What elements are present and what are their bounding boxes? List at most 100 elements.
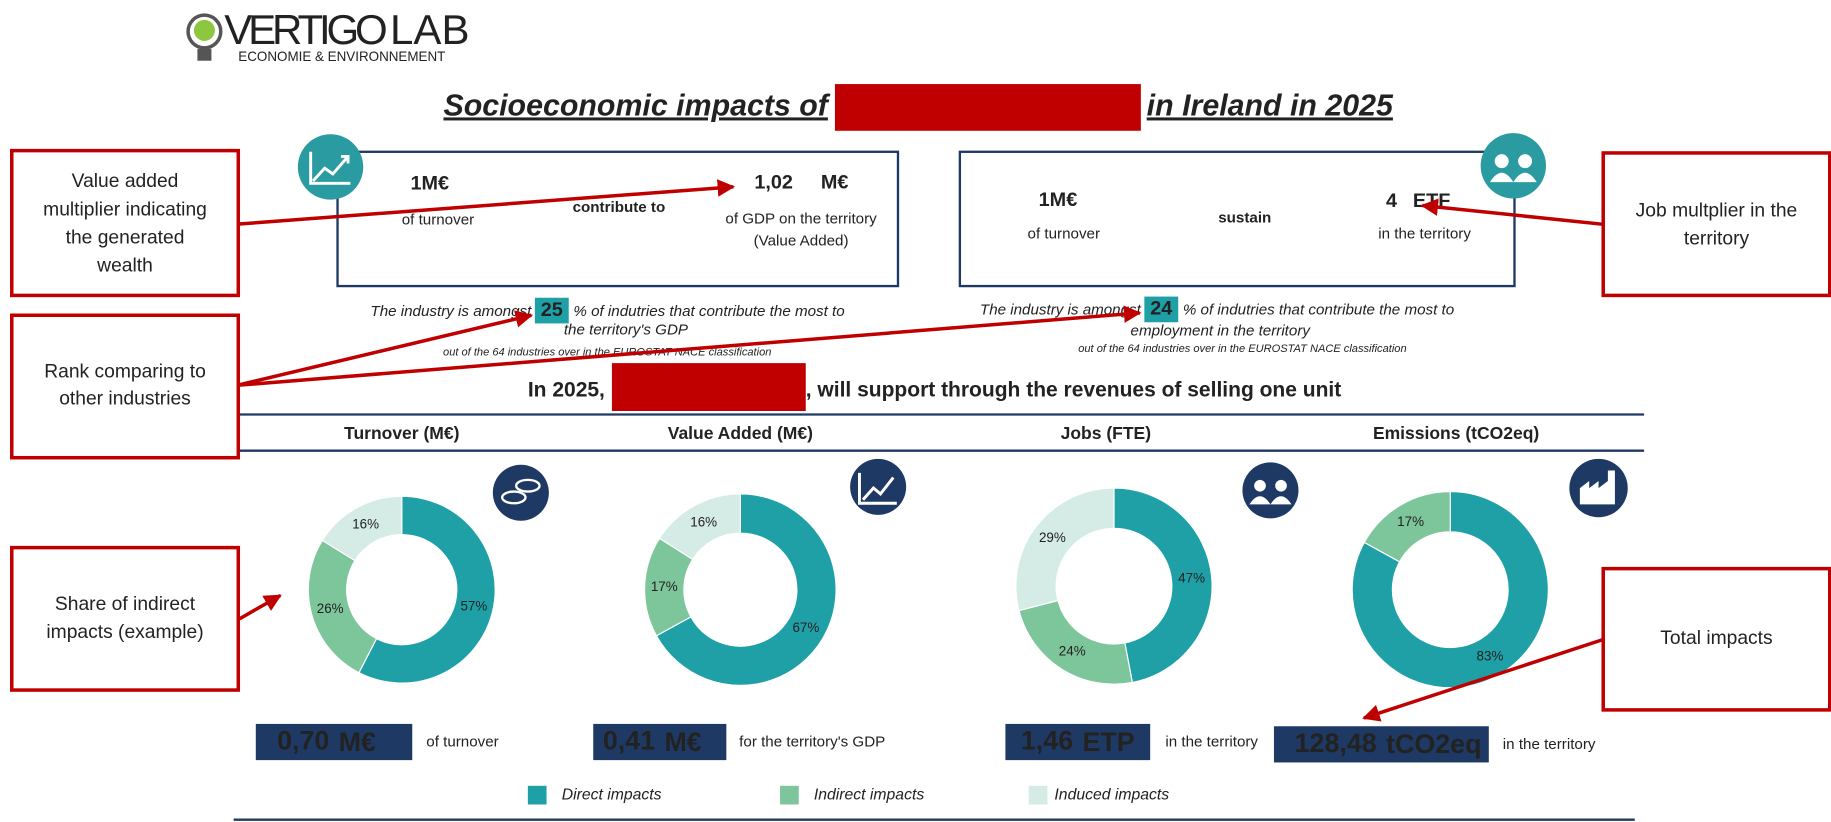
verb: contribute to [573,199,666,216]
donut-label: 17% [1397,514,1424,529]
input-label: of turnover [402,212,474,229]
annotation-box [1601,566,1831,712]
multiplier-box [958,150,1516,288]
legend-label: Induced impacts [1054,786,1169,803]
icon-growth [850,458,907,515]
logo-leaf [193,19,215,41]
subtitle: , will support through the revenues of s… [806,379,1342,402]
panel-title: Value Added (M€) [668,423,813,443]
donut-label: 17% [651,579,678,594]
donut-label: 16% [690,514,717,529]
annotation-arrow [238,593,282,621]
annotation-text: Job multplier in the [1636,200,1798,221]
icon-glyph [1579,470,1615,505]
layout [10,13,1831,821]
annotation-text: other industries [59,388,191,409]
legend-swatch [1028,785,1048,805]
title: in Ireland in 2025 [1147,89,1394,122]
icon-people-glyph [1489,154,1537,183]
annotation-text: Value added [72,171,179,192]
donut-segment [1018,599,1134,685]
annotation-text: multiplier indicating [43,199,207,220]
output-value: 4 [1386,190,1397,212]
annotation-arrow [1362,638,1603,722]
verb: sustain [1218,209,1271,226]
donut-segment [1113,487,1213,684]
total-value: 1,46 [1021,726,1073,756]
panel-title: Turnover (M€) [344,423,459,443]
total-box [255,723,413,761]
rank-text: % of indutries that contribute the most … [1183,302,1454,319]
input-label: of turnover [1028,226,1100,243]
total-label: of turnover [426,734,498,751]
icon-growth [297,134,364,200]
donut-label: 83% [1477,648,1504,663]
icon-glyph [500,490,527,505]
annotation-text: impacts (example) [46,622,203,643]
total-unit: tCO2eq [1386,729,1481,759]
annotation-arrow [236,305,1142,388]
output-value: 1,02 [754,172,793,194]
legend-label: Direct impacts [562,786,662,803]
donut-segment [1363,490,1451,563]
annotation-text: Rank comparing to [44,362,206,383]
redaction [834,84,1141,131]
logo-accent: LAB [390,6,469,53]
legend-swatch [527,785,547,805]
icon-growth-glyph [309,151,351,185]
donut-segment [358,495,496,684]
donut-label: 57% [460,599,487,614]
total-value: 0,41 [603,726,655,756]
total-label: in the territory [1165,734,1258,751]
panel-title: Jobs (FTE) [1061,423,1151,443]
multiplier-box [336,150,900,288]
donut-segment [658,493,741,561]
donut-segment [1015,487,1115,612]
annotation-box [1601,151,1831,298]
donut-label: 47% [1178,570,1205,585]
total-unit: M€ [339,727,376,757]
rank-note: out of the 64 industries over in the EUR… [1078,343,1406,355]
annotation-text: territory [1684,228,1750,249]
total-value: 0,70 [277,726,329,756]
rank-text: % of indutries that contribute the most … [573,303,844,320]
output-unit: M€ [821,172,849,194]
annotation-box [10,545,241,692]
annotation-text: Share of indirect [55,594,196,615]
legend-label: Indirect impacts [814,786,924,803]
donut-label: 24% [1059,644,1086,659]
annotation-arrow [1420,198,1603,226]
icon-glyph [857,472,897,505]
total-box [1005,723,1151,761]
annotation-box [10,313,241,460]
annotation-text: Total impacts [1660,628,1772,649]
donut-label: 26% [317,601,344,616]
icon-people [1242,462,1299,519]
title: Socioeconomic impacts of [443,89,830,122]
donut-segment [307,539,378,674]
annotation-text: the generated [66,227,185,248]
donut-label: 16% [352,516,379,531]
subtitle: In 2025, [528,379,605,402]
donut-label: 67% [792,620,819,635]
output-label: (Value Added) [754,233,849,250]
legend-swatch [780,785,799,805]
panel-title: Emissions (tCO2eq) [1373,423,1539,443]
input-value: 1M€ [1039,189,1078,211]
rank-text: employment in the territory [1131,323,1312,340]
rank-value: 25 [541,299,563,321]
total-unit: ETP [1082,727,1134,757]
donut-label: 29% [1039,530,1066,545]
annotation-arrow [236,179,736,226]
total-unit: M€ [664,727,701,757]
logo-name: VERTIGO [224,6,387,53]
donut-segment [655,493,837,686]
rank-box [534,297,569,324]
output-label: of GDP on the territory [725,211,877,228]
icon-glyph [515,478,541,493]
annotation-text: wealth [96,255,153,276]
donut-segment [1351,490,1549,689]
output-label: in the territory [1378,226,1471,243]
